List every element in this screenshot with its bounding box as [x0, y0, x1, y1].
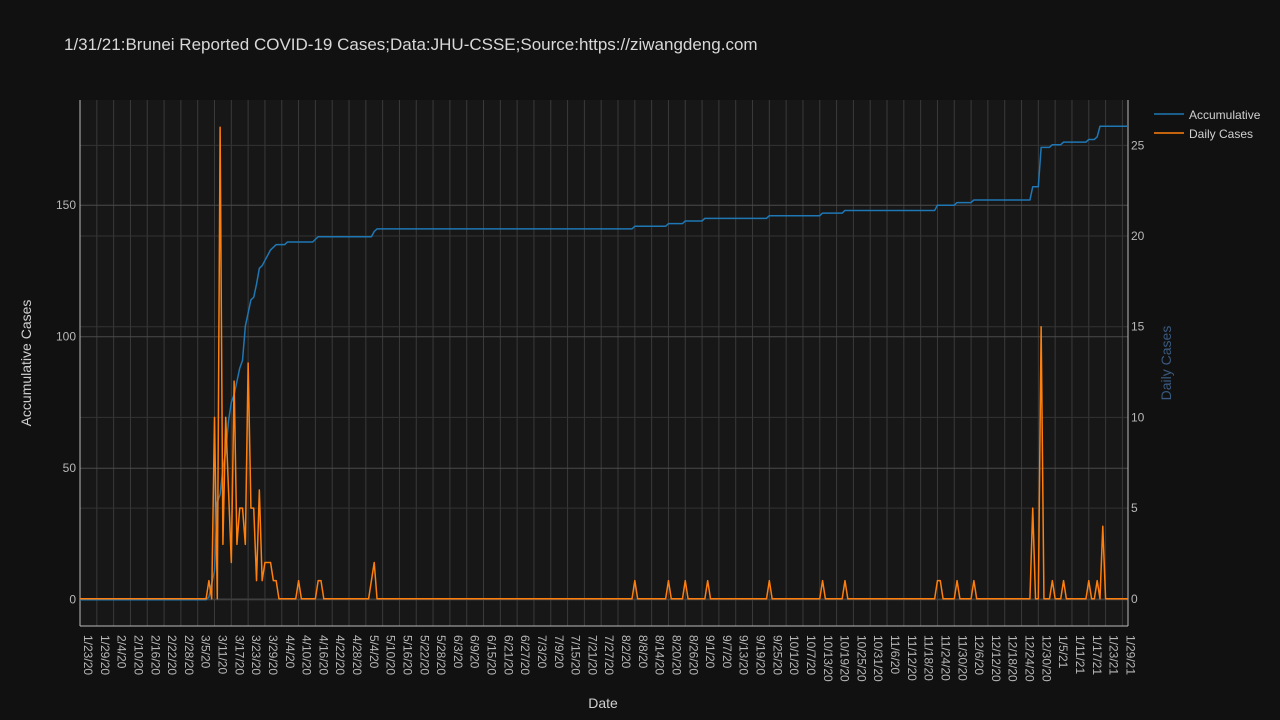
x-tick-label: 9/19/20 [754, 635, 768, 675]
y2-tick-label: 10 [1131, 410, 1145, 424]
y2-tick-label: 25 [1131, 138, 1145, 152]
x-tick-label: 10/1/20 [787, 635, 801, 675]
x-axis-title: Date [588, 695, 618, 711]
legend-label-accumulative[interactable]: Accumulative [1189, 108, 1261, 122]
y2-tick-label: 5 [1131, 501, 1138, 515]
x-tick-label: 5/16/20 [400, 635, 414, 675]
y-axis-title: Accumulative Cases [18, 300, 34, 427]
x-tick-label: 2/28/20 [182, 635, 196, 675]
x-tick-label: 3/11/20 [216, 635, 230, 674]
x-tick-label: 10/13/20 [821, 635, 835, 682]
x-tick-label: 8/20/20 [669, 635, 683, 675]
x-gridlines [79, 100, 1123, 626]
x-tick-label: 11/24/20 [938, 635, 952, 681]
x-tick-label: 4/28/20 [350, 635, 364, 675]
x-tick-label: 4/10/20 [300, 635, 314, 675]
x-tick-label: 9/25/20 [770, 635, 784, 675]
x-tick-label: 6/15/20 [485, 635, 499, 675]
x-tick-label: 3/23/20 [249, 635, 263, 675]
x-tick-label: 8/26/20 [686, 635, 700, 675]
x-tick-label: 1/11/21 [1073, 635, 1087, 674]
x-tick-label: 2/4/20 [115, 635, 129, 669]
x-tick-label: 9/7/20 [720, 635, 734, 669]
x-tick-label: 5/22/20 [417, 635, 431, 675]
x-tick-label: 10/19/20 [838, 635, 852, 682]
x-tick-label: 6/9/20 [468, 635, 482, 669]
x-tick-label: 5/28/20 [434, 635, 448, 675]
x-tick-label: 6/27/20 [518, 635, 532, 675]
x-tick-label: 1/23/21 [1107, 635, 1121, 675]
chart-title: 1/31/21:Brunei Reported COVID-19 Cases;D… [64, 35, 758, 54]
y2-axis-title: Daily Cases [1158, 326, 1174, 401]
x-tick-label: 12/18/20 [1006, 635, 1020, 682]
x-tick-label: 2/16/20 [148, 635, 162, 675]
y-tick-label: 150 [56, 198, 76, 212]
x-tick-label: 5/4/20 [367, 635, 381, 669]
x-tick-label: 4/4/20 [283, 635, 297, 669]
x-tick-label: 1/29/20 [98, 635, 112, 675]
x-tick-label: 3/5/20 [199, 635, 213, 669]
x-tick-label: 10/31/20 [871, 635, 885, 682]
y-tick-label: 100 [56, 330, 76, 344]
x-tick-label: 12/12/20 [989, 635, 1003, 682]
x-tick-label: 4/16/20 [316, 635, 330, 675]
y2-tick-label: 20 [1131, 229, 1145, 243]
x-tick-label: 7/9/20 [552, 635, 566, 669]
x-tick-label: 1/5/21 [1056, 635, 1070, 669]
x-tick-label: 6/21/20 [501, 635, 515, 675]
x-tick-label: 11/30/20 [955, 635, 969, 681]
x-tick-label: 3/29/20 [266, 635, 280, 675]
series-line-daily[interactable] [80, 126, 1128, 600]
x-tick-label: 5/10/20 [384, 635, 398, 675]
y-tick-labels: 0 50 100 150 [56, 198, 76, 607]
x-tick-label: 11/12/20 [905, 635, 919, 681]
x-tick-label: 1/23/20 [81, 635, 95, 675]
y-tick-label: 0 [69, 593, 76, 607]
x-tick-label: 7/15/20 [569, 635, 583, 675]
series-layer [80, 125, 1128, 601]
x-tick-label: 6/3/20 [451, 635, 465, 669]
x-tick-label: 10/7/20 [804, 635, 818, 675]
x-tick-label: 3/17/20 [232, 635, 246, 675]
x-tick-label: 8/2/20 [619, 635, 633, 669]
x-tick-label: 8/14/20 [653, 635, 667, 675]
x-tick-label: 11/6/20 [888, 635, 902, 674]
legend: Accumulative Daily Cases [1154, 108, 1261, 141]
legend-label-daily[interactable]: Daily Cases [1189, 127, 1253, 141]
y-tick-label: 50 [63, 461, 77, 475]
series-line-accumulative[interactable] [80, 125, 1128, 601]
x-tick-label: 1/29/21 [1123, 635, 1137, 675]
x-tick-labels: 1/23/20 1/29/20 2/4/20 2/10/20 2/16/20 2/22/2… [81, 635, 1137, 682]
y2-tick-labels: 0 5 10 15 20 25 [1131, 138, 1145, 605]
y2-tick-label: 0 [1131, 592, 1138, 606]
x-tick-label: 2/22/20 [165, 635, 179, 675]
x-tick-label: 2/10/20 [131, 635, 145, 675]
x-tick-label: 7/21/20 [585, 635, 599, 675]
x-tick-label: 9/1/20 [703, 635, 717, 669]
x-tick-label: 1/17/21 [1090, 635, 1104, 675]
x-tick-label: 7/3/20 [535, 635, 549, 669]
x-tick-label: 11/18/20 [922, 635, 936, 681]
x-tick-label: 9/13/20 [737, 635, 751, 675]
x-tick-label: 10/25/20 [854, 635, 868, 682]
x-tick-label: 12/30/20 [1039, 635, 1053, 682]
x-tick-label: 8/8/20 [636, 635, 650, 669]
y2-tick-label: 15 [1131, 320, 1145, 334]
x-tick-label: 4/22/20 [333, 635, 347, 675]
x-tick-label: 7/27/20 [602, 635, 616, 675]
x-tick-label: 12/24/20 [1023, 635, 1037, 682]
x-tick-label: 12/6/20 [972, 635, 986, 675]
